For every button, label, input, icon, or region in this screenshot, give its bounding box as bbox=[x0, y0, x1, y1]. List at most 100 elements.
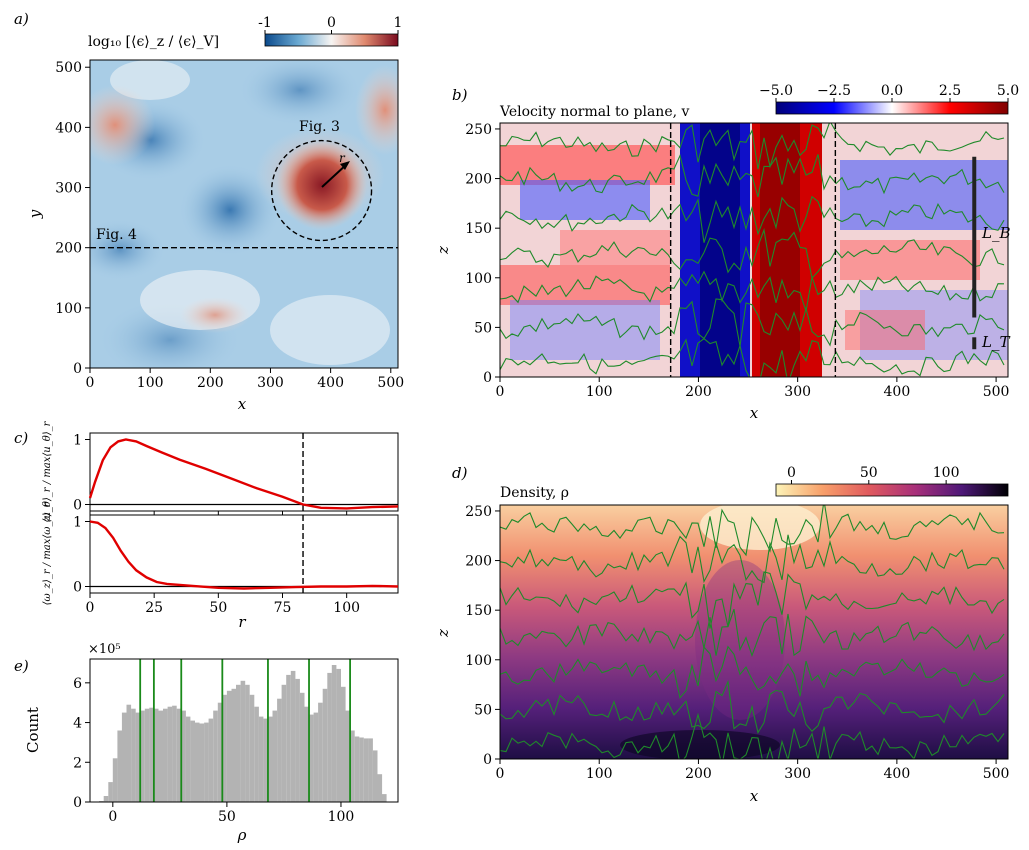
panel-e-ytick-label: 6 bbox=[73, 676, 82, 692]
histogram-bar bbox=[277, 698, 282, 802]
histogram-bar bbox=[240, 680, 246, 802]
contour-line bbox=[500, 712, 1005, 759]
panel-b-LB-label: L_B bbox=[981, 224, 1010, 242]
histogram-bar bbox=[163, 708, 168, 802]
panel-d-colorbar-tick-label: 0 bbox=[787, 465, 796, 481]
panel-a-ylabel: y bbox=[26, 209, 44, 219]
histogram-bar bbox=[144, 708, 150, 802]
histogram-bar bbox=[263, 718, 268, 802]
histogram-bar bbox=[295, 678, 300, 802]
panel-a-label: a) bbox=[14, 10, 29, 28]
panel-a-xtick-label: 0 bbox=[86, 375, 95, 391]
panel-a-arrowhead bbox=[340, 161, 350, 170]
panel-d-xtick-label: 500 bbox=[983, 766, 1010, 782]
panel-a-fig3-label: Fig. 3 bbox=[299, 119, 340, 135]
contour-line bbox=[500, 227, 1005, 280]
panel-b: b) Velocity normal to plane, v −5.0 −2.5 0… bbox=[434, 83, 1019, 422]
histogram-bar bbox=[213, 710, 218, 802]
panel-d-ytick-label: 150 bbox=[465, 603, 492, 619]
histogram-bar bbox=[131, 708, 136, 802]
contour-line bbox=[500, 609, 1005, 658]
panel-e-xtick-label: 50 bbox=[218, 809, 236, 825]
contour-line bbox=[500, 270, 1005, 312]
panel-e-xlabel: ρ bbox=[237, 826, 247, 844]
panel-b-heatmap bbox=[500, 123, 1008, 377]
panel-c-ytick-label: 1 bbox=[73, 433, 82, 449]
panel-c-bottom-ylabel: ⟨ω_z⟩_r / max⟨ω_z⟩_r bbox=[42, 501, 53, 605]
histogram-bar bbox=[121, 712, 127, 802]
panel-e-frame bbox=[89, 658, 399, 803]
histogram-bar bbox=[217, 702, 223, 802]
panel-c-top-ylabel: ⟨u_θ⟩_r / max⟨u_θ⟩_r bbox=[42, 420, 53, 522]
panel-a-xlabel: x bbox=[238, 395, 247, 413]
panel-d-ytick-label: 50 bbox=[474, 702, 492, 718]
panel-a-ytick-label: 100 bbox=[55, 301, 82, 317]
panel-a-ytick-label: 0 bbox=[73, 361, 82, 377]
histogram-bar bbox=[359, 737, 364, 802]
panel-b-xlabel: x bbox=[750, 404, 759, 422]
panel-a-colorbar-label: log₁₀ [⟨ϵ⟩_z / ⟨ϵ⟩_V] bbox=[88, 34, 219, 50]
histogram-bar bbox=[322, 688, 328, 802]
histogram-bar bbox=[204, 722, 209, 802]
histogram-bar bbox=[377, 774, 383, 802]
panel-a-colorbar-tick-label: -1 bbox=[258, 15, 272, 31]
panel-d: d) Density, ρ 0 50 100 0 100 200 300 400 500 0 50… bbox=[434, 464, 1009, 805]
histogram-bar bbox=[331, 665, 337, 802]
panel-b-colorbar bbox=[775, 101, 1009, 115]
panel-c-xtick-label: 0 bbox=[86, 600, 95, 616]
histogram-bar bbox=[318, 702, 323, 802]
panel-a-radius-arrow bbox=[321, 163, 348, 188]
histogram-bar bbox=[286, 674, 291, 802]
panel-b-ytick-label: 200 bbox=[465, 172, 492, 188]
histogram-bar bbox=[149, 707, 154, 802]
panel-d-title: Density, ρ bbox=[500, 485, 569, 501]
panel-d-xtick-label: 300 bbox=[784, 766, 811, 782]
panel-b-colorbar-ticks: −5.0 −2.5 0.0 2.5 5.0 bbox=[759, 83, 1019, 102]
histogram-bar bbox=[245, 684, 250, 802]
histogram-bar bbox=[327, 672, 332, 802]
histogram-bar bbox=[190, 720, 195, 802]
histogram-bar bbox=[290, 670, 296, 802]
panel-b-xtick-label: 200 bbox=[685, 384, 712, 400]
contour-line bbox=[500, 534, 1005, 584]
panel-c-ytick-label: 0 bbox=[73, 580, 82, 596]
panel-b-ytick-label: 150 bbox=[465, 221, 492, 237]
panel-d-axes: 0 100 200 300 400 500 0 50 100 150 200 250 bbox=[465, 504, 1009, 782]
panel-a-fig3-circle bbox=[270, 139, 373, 242]
panel-d-ylabel: z bbox=[434, 629, 452, 638]
panel-a-colorbar-tick-label: 0 bbox=[327, 15, 336, 31]
panel-b-contours bbox=[500, 123, 1005, 377]
panel-e-ytick-label: 2 bbox=[73, 755, 82, 771]
panel-a-ytick-label: 500 bbox=[55, 60, 82, 76]
panel-a-ytick-label: 300 bbox=[55, 181, 82, 197]
panel-b-frame bbox=[499, 122, 1009, 378]
contour-line bbox=[500, 298, 1005, 347]
panel-e-ytick-label: 0 bbox=[73, 795, 82, 811]
panel-e: e) ×10⁵ 0 50 100 0 2 4 6 ρ Count bbox=[14, 642, 399, 844]
panel-b-label: b) bbox=[452, 86, 468, 104]
histogram-bar bbox=[117, 730, 122, 802]
panel-b-ytick-label: 100 bbox=[465, 271, 492, 287]
panel-a-ytick-label: 400 bbox=[55, 120, 82, 136]
histogram-bar bbox=[382, 794, 387, 802]
panel-a-colorbar-tick-label: 1 bbox=[394, 15, 403, 31]
panel-b-LT-label: L_T bbox=[981, 333, 1010, 351]
histogram-bar bbox=[372, 750, 378, 802]
panel-c-omega-z-curve bbox=[89, 520, 399, 590]
histogram-bar bbox=[363, 738, 369, 802]
panel-c-u-theta-curve bbox=[88, 438, 399, 510]
panel-d-ytick-label: 200 bbox=[465, 554, 492, 570]
panel-d-frame bbox=[499, 504, 1009, 760]
panel-d-colorbar-tick-label: 100 bbox=[933, 465, 960, 481]
histogram-bar bbox=[208, 718, 214, 802]
panel-d-ytick-label: 100 bbox=[465, 653, 492, 669]
panel-b-xtick-label: 500 bbox=[983, 384, 1010, 400]
panel-a-colorbar bbox=[264, 33, 399, 47]
contour-line bbox=[500, 154, 1005, 198]
panel-d-xtick-label: 400 bbox=[884, 766, 911, 782]
panel-c-top-frame bbox=[89, 432, 399, 512]
panel-c-ytick-label: 0 bbox=[73, 498, 82, 514]
histogram-bar bbox=[281, 684, 287, 802]
histogram-bar bbox=[158, 710, 163, 802]
histogram-bar bbox=[258, 716, 264, 802]
